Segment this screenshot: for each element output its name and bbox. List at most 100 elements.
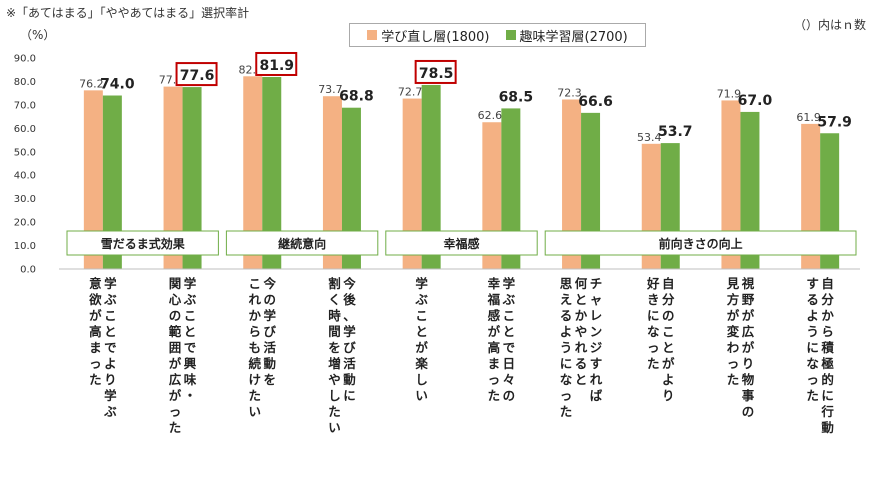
category-label-char: と [575,292,588,307]
category-label-char: 意 [89,276,102,291]
category-label-char: と [662,340,675,355]
category-label-char: ら [248,324,261,339]
y-tick-label: 90.0 [14,54,36,65]
category-label-char: 広 [742,324,755,339]
category-label-char: よ [560,324,573,339]
category-label-char: こ [662,324,675,339]
category-label-char: よ [104,356,117,371]
category-label-char: 学 [104,388,117,403]
category-label-char: 欲 [88,292,102,307]
category-label-char: ぶ [103,404,117,419]
category-label-char: 好 [646,276,660,291]
category-label-char: し [328,388,341,403]
category-label-char: ャ [590,292,603,307]
category-label-char: く [328,292,341,307]
value-label-series1: 73.7 [318,83,343,96]
category-label-char: 日 [503,356,516,371]
category-label-char: 々 [503,372,516,387]
category-label-char: で [104,340,117,355]
category-label-char: 視 [741,276,755,291]
highlight-box [414,59,457,84]
category-label-char: わ [727,340,740,355]
category-label-char: 自 [662,276,675,291]
group-box [66,230,219,256]
value-label-series1: 62.6 [478,109,503,122]
category-label-char: ぶ [502,292,516,307]
category-label-char: 高 [488,340,501,355]
category-label-char: 間 [328,324,341,339]
highlight-box [255,51,298,76]
category-label-char: 心 [169,292,182,307]
category-label-char: た [647,356,660,371]
category-label-char: る [560,308,573,323]
category-label-char: い [415,388,428,403]
y-tick-label: 30.0 [14,194,36,205]
value-label-series2: 66.6 [578,94,613,110]
category-label-char: 見 [726,276,740,291]
category-label-char: っ [89,356,102,371]
highlight-box [175,62,218,87]
category-label-char: に [821,388,834,403]
category-label-char: か [821,308,834,323]
category-label-char: が [742,308,755,323]
category-label-char: を [263,372,276,387]
category-label-char: ま [89,340,102,355]
value-label-series2: 68.5 [499,89,534,105]
value-label-series2: 67.0 [738,93,773,109]
category-label-char: や [328,372,341,387]
category-label-char: な [806,356,819,371]
category-label-char: と [104,324,117,339]
value-label-series1: 72.7 [398,86,423,99]
category-label-char: を [328,340,341,355]
category-label-char: 時 [328,308,341,323]
category-label-char: と [503,324,516,339]
y-axis-unit: （%） [20,28,56,42]
category-label-char: 分 [662,292,675,307]
legend: 学び直し層(1800) 趣味学習層(2700) [349,23,646,47]
group-label: 前向きさの向上 [659,236,743,251]
category-label-char: こ [415,308,428,323]
legend-swatch-series2 [505,30,516,40]
category-label-char: た [560,404,573,419]
y-tick-label: 70.0 [14,100,36,111]
category-label-char: 楽 [414,356,428,371]
category-label-char: 物 [742,372,755,387]
category-label-char: が [169,356,182,371]
legend-item-series1: 学び直し層(1800) [367,26,490,45]
category-label-char: 感 [488,308,501,323]
category-label-char: 幸 [488,276,501,291]
value-label-series1: 76.2 [79,77,104,90]
category-label-char: よ [662,372,675,387]
bar-1 [402,98,422,269]
value-label-series2: 78.5 [419,66,454,82]
category-label-char: の [742,404,755,419]
bar-2 [581,112,601,269]
category-label-char: 続 [248,356,261,371]
category-label-char: が [488,324,501,339]
bar-2 [501,108,521,270]
category-label-char: の [662,308,675,323]
value-label-series2: 57.9 [817,114,852,130]
value-label-series2: 81.9 [259,58,294,74]
category-label-char: 活 [343,356,356,371]
category-label-char: の [263,292,276,307]
category-label-char: た [727,372,740,387]
bar-2 [102,95,122,269]
group-label: 幸福感 [443,236,479,251]
category-label-char: っ [169,404,182,419]
bar-1 [562,99,582,269]
y-tick-label: 20.0 [14,218,36,229]
category-label-char: も [248,340,261,355]
category-label-char: 広 [169,372,182,387]
group-label: 雪だるま式効果 [101,236,185,251]
value-label-series2: 68.8 [339,89,374,105]
category-label-char: 高 [89,324,102,339]
value-label-series1: 71.9 [717,87,742,100]
category-label-char: 自 [821,276,834,291]
legend-swatch-series1 [367,30,378,40]
category-label-char: り [104,372,117,387]
category-label-char: る [806,292,819,307]
value-label-series2: 53.7 [658,124,693,140]
category-label-char: い [328,420,341,435]
